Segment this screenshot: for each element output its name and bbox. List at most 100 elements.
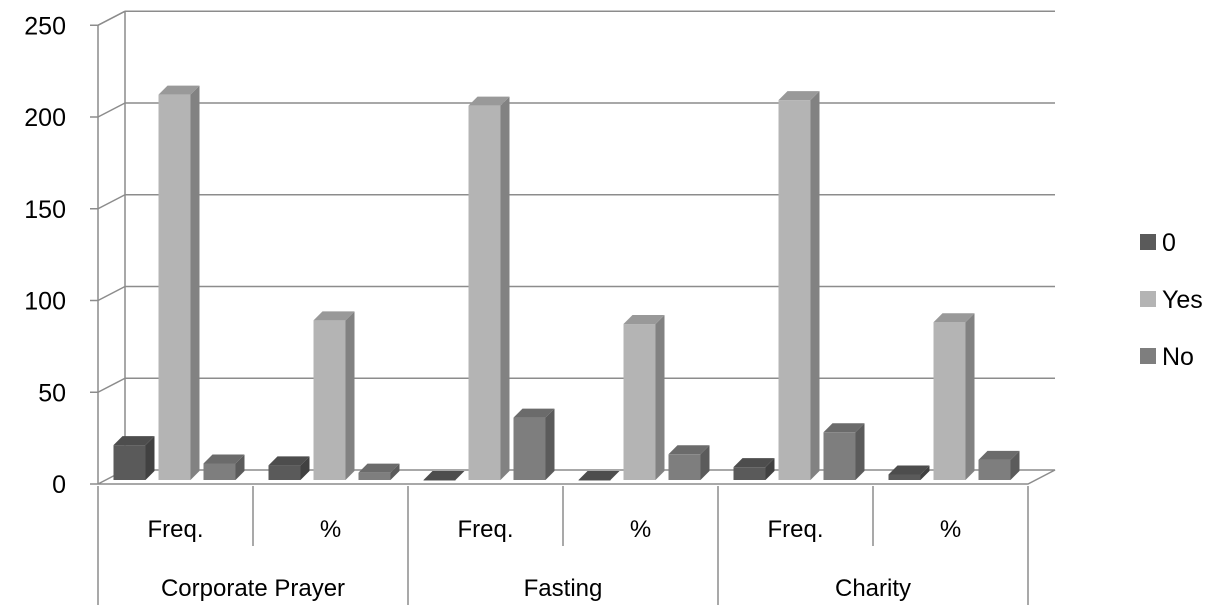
bar-0-1 xyxy=(268,456,310,480)
gridline-depth xyxy=(97,194,126,210)
bar-top xyxy=(733,458,775,468)
x-group-label: Fasting xyxy=(524,575,603,602)
y-tick-label: 250 xyxy=(24,12,66,40)
legend-item: 0 xyxy=(1140,229,1176,257)
bar-front xyxy=(733,467,766,480)
bar-front xyxy=(468,105,501,480)
x-group-label: Charity xyxy=(835,575,911,602)
x-category-label: Freq. xyxy=(147,516,203,543)
x-category-label: Freq. xyxy=(767,516,823,543)
bar-no-4 xyxy=(823,423,865,480)
bar-front xyxy=(623,324,656,480)
legend-swatch xyxy=(1140,291,1156,307)
bar-top xyxy=(203,454,245,464)
legend-swatch xyxy=(1140,348,1156,364)
bar-0-4 xyxy=(733,458,775,480)
legend-swatch xyxy=(1140,234,1156,250)
legend-item: No xyxy=(1140,343,1194,371)
bar-front xyxy=(158,94,191,481)
bar-yes-2 xyxy=(468,96,510,480)
bar-top xyxy=(313,311,355,321)
bar-side xyxy=(235,454,245,480)
bar-0-5 xyxy=(888,465,930,480)
bar-top xyxy=(978,450,1020,460)
bar-side xyxy=(655,315,665,480)
y-axis: 0 50 100 150 200 250 xyxy=(24,12,98,499)
legend: 0 Yes No xyxy=(1140,229,1203,371)
y-tick-label: 150 xyxy=(24,196,66,224)
legend-label: No xyxy=(1162,343,1194,371)
bar-side xyxy=(500,96,510,480)
bar-yes-5 xyxy=(933,313,975,480)
x-category-label: % xyxy=(320,516,341,543)
bar-top xyxy=(468,96,510,106)
bar-front xyxy=(313,320,346,480)
gridline-depth xyxy=(97,10,126,26)
bar-front xyxy=(578,480,611,481)
bar-front xyxy=(268,465,301,480)
bar-top xyxy=(113,436,155,446)
gridline-depth xyxy=(97,102,126,118)
bar-front xyxy=(203,463,236,480)
bar-side xyxy=(700,445,710,480)
bar-front xyxy=(823,432,856,480)
bar-top xyxy=(513,408,555,418)
bar-top xyxy=(423,471,465,480)
y-tick-label: 50 xyxy=(38,379,66,407)
y-tick-label: 200 xyxy=(24,104,66,132)
bar-top xyxy=(668,445,710,455)
bar-side xyxy=(300,456,310,480)
bar-no-0 xyxy=(203,454,245,480)
bar-side xyxy=(545,408,555,480)
bar-front xyxy=(513,417,546,480)
gridline-depth xyxy=(97,377,126,393)
bar-0-2 xyxy=(423,471,465,481)
x-group-label: Corporate Prayer xyxy=(161,575,345,602)
bar-top xyxy=(623,315,665,325)
bar-side xyxy=(145,436,155,480)
bar-side xyxy=(855,423,865,480)
x-category-label: Freq. xyxy=(457,516,513,543)
bar-0-3 xyxy=(578,471,620,481)
legend-label: Yes xyxy=(1162,286,1203,314)
legend-item: Yes xyxy=(1140,286,1203,314)
bar-yes-4 xyxy=(778,91,820,480)
bar-front xyxy=(888,474,921,480)
bar-front xyxy=(978,459,1011,480)
bar-side xyxy=(190,85,200,481)
chart-walls xyxy=(97,10,1056,485)
bar-yes-0 xyxy=(158,85,200,481)
bar-yes-3 xyxy=(623,315,665,480)
bar-front xyxy=(113,445,146,480)
bar-front xyxy=(933,322,966,480)
bar-front xyxy=(668,454,701,480)
bar-front xyxy=(423,480,456,481)
bar-top xyxy=(358,463,400,473)
bar-side xyxy=(1010,450,1020,480)
bar-no-1 xyxy=(358,463,400,480)
x-category-label: % xyxy=(940,516,961,543)
bar-front xyxy=(778,100,811,480)
bar-side xyxy=(920,465,930,480)
x-category-label: % xyxy=(630,516,651,543)
gridline-depth xyxy=(97,285,126,302)
x-axis-table: Freq.% Freq.% Freq. % Corporate Prayer Fastin… xyxy=(97,486,1029,605)
bar-no-5 xyxy=(978,450,1020,480)
bar-yes-1 xyxy=(313,311,355,480)
bar-side xyxy=(765,458,775,480)
legend-label: 0 xyxy=(1162,229,1176,257)
bar-no-3 xyxy=(668,445,710,480)
bar-side xyxy=(345,311,355,480)
bar-no-2 xyxy=(513,408,555,480)
bar-0-0 xyxy=(113,436,155,480)
bar-top xyxy=(933,313,975,323)
bar-side xyxy=(810,91,820,480)
bar-side xyxy=(390,463,400,480)
bar-top xyxy=(778,91,820,101)
bar-top xyxy=(268,456,310,466)
bar-side xyxy=(965,313,975,480)
gridlines xyxy=(97,10,1055,393)
y-tick-label: 0 xyxy=(52,471,66,499)
y-tick-label: 100 xyxy=(24,288,66,316)
